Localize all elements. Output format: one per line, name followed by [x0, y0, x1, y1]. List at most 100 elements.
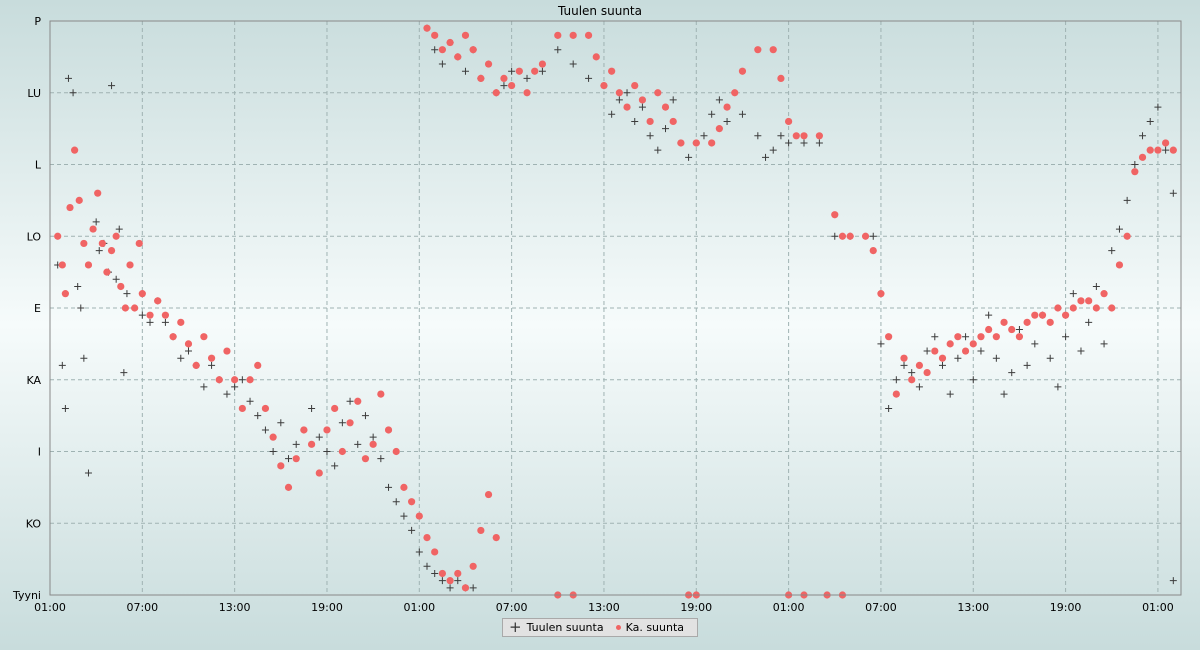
data-point-dot [961, 347, 970, 355]
data-point-dot [484, 490, 493, 499]
data-point-dot [138, 290, 146, 298]
data-point-dot [1008, 325, 1016, 334]
data-point-dot [669, 117, 677, 126]
data-point-dot [1146, 146, 1154, 154]
data-point-dot [161, 311, 170, 319]
data-point-dot [277, 462, 285, 470]
data-point-cross [269, 448, 277, 455]
y-tick-label: LU [27, 87, 41, 100]
data-point-dot [938, 354, 947, 362]
data-point-dot [300, 426, 308, 434]
data-point-dot [75, 196, 83, 204]
data-point-dot [1131, 168, 1139, 176]
data-point-cross [992, 354, 1000, 362]
data-point-dot [446, 577, 454, 585]
y-tick-label: Tyyni [12, 589, 41, 602]
data-point-cross [715, 96, 723, 104]
data-point-dot [461, 31, 470, 39]
data-point-dot [66, 203, 74, 212]
data-point-cross [938, 361, 946, 369]
data-point-cross [1131, 161, 1139, 168]
data-point-cross [777, 132, 785, 140]
data-point-dot [292, 455, 300, 463]
data-point-cross [331, 462, 339, 470]
data-point-dot [608, 67, 616, 75]
data-point-dot [254, 361, 262, 369]
data-point-dot [269, 433, 277, 441]
data-point-cross [831, 232, 839, 240]
data-point-cross [869, 232, 877, 240]
y-axis-labels: Tyyni KO I KA E LO L LU P [12, 15, 42, 602]
data-point-cross [1054, 383, 1062, 391]
data-point-dot [584, 31, 593, 39]
data-point-cross [1100, 340, 1108, 348]
data-point-dot [677, 139, 685, 147]
data-point-cross [184, 347, 192, 355]
data-point-cross [1062, 333, 1070, 341]
data-point-dot [484, 60, 493, 68]
data-point-cross [1139, 132, 1147, 140]
data-point-dot [1108, 304, 1116, 312]
data-point-dot [438, 569, 446, 578]
data-point-dot [207, 354, 216, 362]
data-point-cross [923, 347, 931, 355]
data-point-dot [869, 247, 877, 255]
data-point-cross [115, 225, 123, 233]
data-point-cross [685, 153, 693, 161]
data-point-cross [308, 404, 316, 412]
data-point-cross [1162, 146, 1170, 154]
data-point-dot [508, 81, 516, 90]
data-point-cross [138, 311, 146, 319]
data-point-cross [392, 498, 400, 506]
data-point-cross [77, 304, 85, 312]
data-point-cross [885, 404, 893, 412]
data-point-dot [192, 361, 200, 369]
data-point-cross [1023, 361, 1031, 369]
data-point-dot [121, 304, 129, 312]
data-point-cross [962, 333, 970, 341]
data-point-dot [654, 89, 662, 97]
data-point-dot [1123, 232, 1131, 240]
data-point-cross [454, 577, 462, 585]
data-point-cross [254, 412, 262, 420]
data-point-cross [200, 383, 208, 391]
data-point-dot [408, 498, 416, 506]
data-point-cross [69, 89, 77, 97]
data-point-cross [61, 404, 69, 412]
data-point-cross [231, 383, 239, 391]
data-point-dot [631, 81, 639, 90]
data-point-cross [146, 318, 154, 326]
data-point-dot [1085, 297, 1093, 305]
data-point-dot [223, 347, 231, 355]
data-point-dot [877, 290, 885, 298]
data-point-dot [423, 24, 431, 32]
dot-marker-icon [615, 625, 621, 630]
data-point-cross [438, 577, 446, 585]
data-point-cross [323, 448, 331, 455]
data-point-dot [446, 38, 454, 47]
data-point-dot [838, 232, 847, 240]
data-point-dot [738, 67, 747, 75]
data-point-dot [392, 447, 400, 456]
data-point-cross [461, 67, 469, 75]
data-point-dot [531, 67, 539, 75]
plot-frame [49, 20, 1182, 596]
data-point-dot [261, 404, 270, 413]
data-point-cross [754, 132, 762, 140]
data-point-dot [200, 333, 208, 341]
x-tick-label: 13:00 [957, 601, 989, 614]
data-point-dot [215, 376, 223, 384]
y-tick-label: P [34, 15, 41, 28]
data-point-cross [946, 390, 954, 398]
data-point-dot [1031, 311, 1039, 319]
data-point-dot [231, 376, 239, 384]
data-point-dot [1092, 304, 1100, 312]
data-point-cross [338, 419, 346, 427]
data-point-cross [108, 82, 116, 90]
data-point-dot [1000, 318, 1008, 326]
data-point-dot [71, 146, 79, 154]
data-point-cross [508, 67, 516, 75]
data-point-dot [400, 483, 408, 491]
data-point-cross [569, 60, 577, 68]
data-point-cross [246, 397, 254, 405]
